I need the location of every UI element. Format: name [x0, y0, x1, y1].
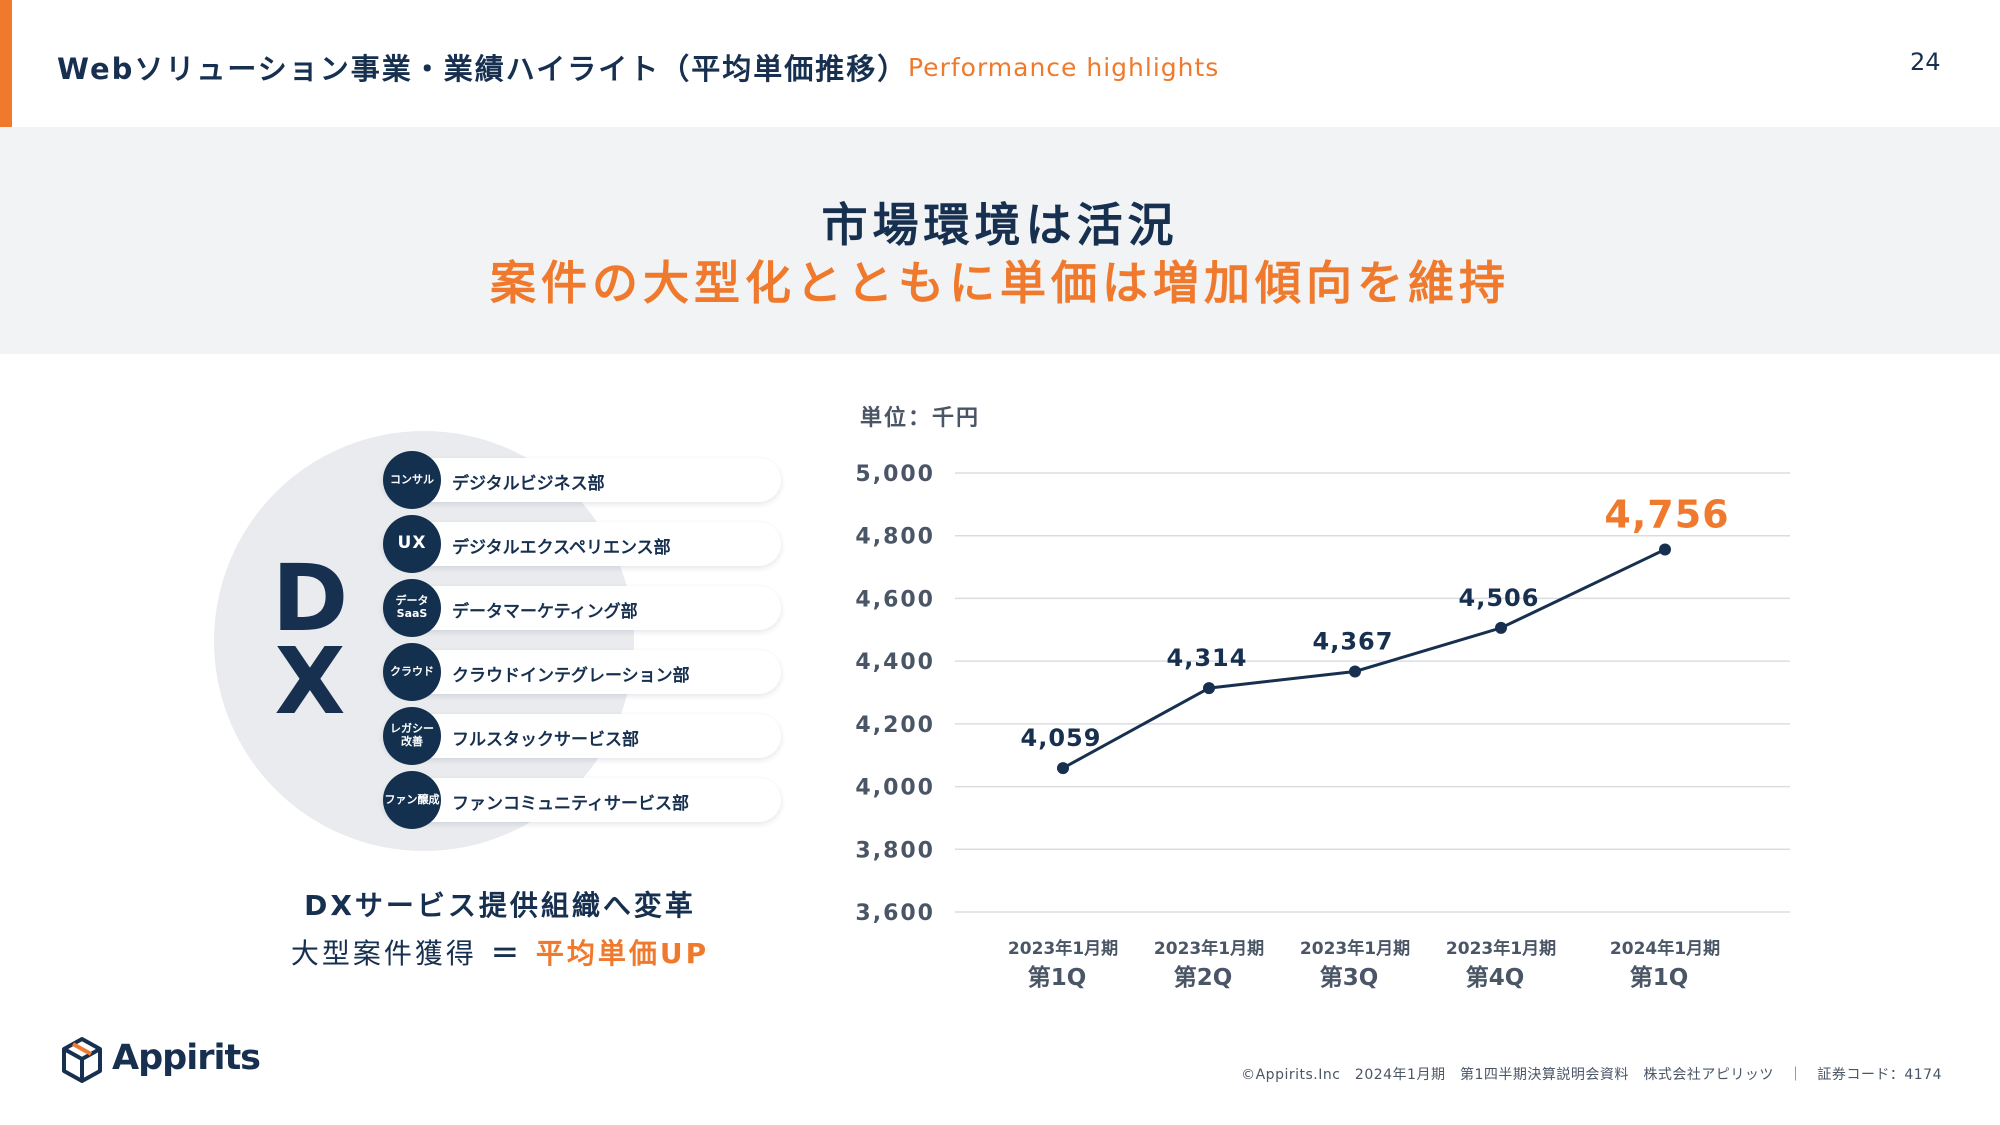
x-tick-label-quarter: 第3Q: [1320, 964, 1379, 991]
dx-caption: DXサービス提供組織へ変革: [304, 889, 696, 922]
data-label: 4,314: [1167, 644, 1248, 672]
department-pill: [383, 458, 781, 502]
department-pill: [383, 650, 781, 694]
x-tick-label-period: 2023年1月期: [1300, 938, 1410, 959]
logo-text: Appirits: [112, 1038, 261, 1078]
y-tick-label: 3,800: [855, 838, 935, 863]
department-pill: [383, 778, 781, 822]
dx-letter-x: X: [274, 628, 346, 735]
x-tick-label-period: 2024年1月期: [1610, 938, 1720, 959]
department-item: レガシー 改善 フルスタックサービス部: [383, 707, 781, 765]
y-tick-label: 5,000: [855, 462, 935, 487]
dx-equation-equals: ＝: [490, 937, 522, 970]
dx-equation: 大型案件獲得 ＝ 平均単価UP: [200, 932, 800, 972]
headline-line1: 市場環境は活況: [821, 198, 1179, 252]
data-point: [1349, 665, 1361, 678]
page-title: Webソリューション事業・業績ハイライト（平均単価推移）: [57, 52, 909, 86]
department-item: UX デジタルエクスペリエンス部: [383, 515, 781, 573]
page-number: 24: [1910, 48, 1941, 76]
y-tick-label: 4,800: [855, 525, 935, 550]
department-label: デジタルビジネス部: [452, 474, 605, 494]
headline-line2: 案件の大型化とともに単価は増加傾向を維持: [490, 256, 1510, 310]
department-badge: UX: [383, 515, 441, 573]
department-label: クラウドインテグレーション部: [452, 666, 690, 686]
series-line: [1062, 548, 1666, 770]
data-label: 4,756: [1604, 493, 1729, 537]
data-label: 4,506: [1459, 584, 1540, 612]
footer-copyright: ©Appirits.Inc 2024年1月期 第1四半期決算説明会資料 株式会社…: [1241, 1067, 1942, 1083]
data-point: [1659, 543, 1671, 556]
y-tick-label: 4,000: [855, 776, 935, 801]
dx-letter-d: D: [271, 545, 349, 652]
department-item: ファン醸成 ファンコミュニティサービス部: [383, 771, 781, 829]
x-tick-label-period: 2023年1月期: [1008, 938, 1118, 959]
department-badge: データ SaaS: [383, 579, 441, 637]
y-tick-label: 4,400: [855, 650, 935, 675]
data-point: [1203, 682, 1215, 695]
x-tick-label-quarter: 第4Q: [1466, 964, 1525, 991]
dx-equation-left: 大型案件獲得: [290, 937, 477, 970]
data-label: 4,367: [1313, 627, 1394, 655]
x-tick-label-quarter: 第1Q: [1028, 964, 1087, 991]
department-label: デジタルエクスペリエンス部: [452, 538, 671, 558]
appirits-logo: Appirits: [60, 1036, 261, 1086]
y-tick-label: 4,200: [855, 713, 935, 738]
y-tick-label: 3,600: [855, 901, 935, 926]
x-tick-label-quarter: 第1Q: [1630, 964, 1689, 991]
department-label: ファンコミュニティサービス部: [452, 794, 689, 814]
data-point: [1495, 621, 1507, 634]
data-label: 4,059: [1021, 724, 1102, 752]
department-label: フルスタックサービス部: [452, 730, 639, 750]
x-tick-label-period: 2023年1月期: [1154, 938, 1264, 959]
department-badge: レガシー 改善: [383, 707, 441, 765]
department-item: コンサル デジタルビジネス部: [383, 451, 781, 509]
department-pill: [383, 522, 781, 566]
page-subtitle: Performance highlights: [908, 53, 1220, 82]
department-pill: [383, 586, 781, 630]
department-item: クラウド クラウドインテグレーション部: [383, 643, 781, 701]
department-badge: クラウド: [383, 643, 441, 701]
chart-unit-label: 単位：千円: [860, 406, 981, 431]
y-tick-label: 4,600: [855, 587, 935, 612]
cube-logo-icon: [62, 1037, 102, 1083]
headline-banner: 市場環境は活況 案件の大型化とともに単価は増加傾向を維持: [0, 127, 2000, 354]
header-accent-bar: [0, 0, 12, 127]
department-badge: ファン醸成: [383, 771, 441, 829]
department-badge: コンサル: [383, 451, 441, 509]
data-point: [1057, 762, 1069, 775]
department-label: データマーケティング部: [452, 602, 638, 622]
department-pill: [383, 714, 781, 758]
dx-equation-right: 平均単価UP: [535, 937, 710, 970]
x-tick-label-period: 2023年1月期: [1446, 938, 1556, 959]
department-item: データ SaaS データマーケティング部: [383, 579, 781, 637]
x-tick-label-quarter: 第2Q: [1174, 964, 1233, 991]
